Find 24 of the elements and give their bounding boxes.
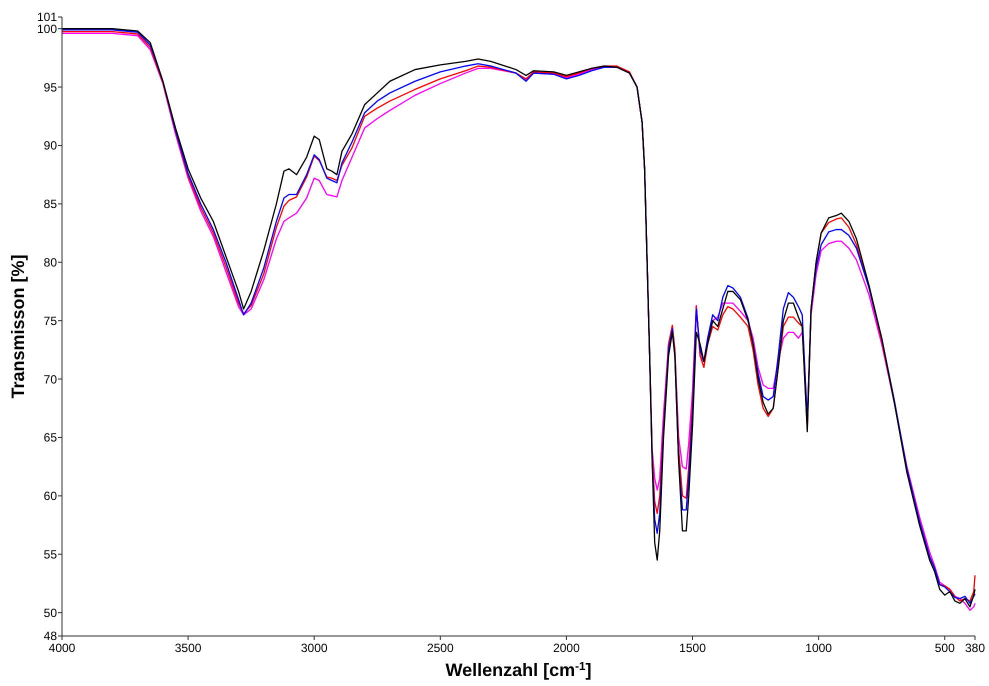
x-tick-label: 3000: [300, 641, 328, 655]
x-tick-label: 2000: [553, 641, 580, 655]
y-tick-label: 50: [44, 606, 58, 620]
x-tick-label: 2500: [426, 641, 454, 655]
x-tick-label: 1500: [679, 641, 706, 655]
y-tick-label: 95: [44, 80, 58, 94]
x-tick-label: 3500: [174, 641, 202, 655]
y-tick-label: 60: [44, 489, 58, 504]
y-tick-label: 65: [44, 430, 58, 445]
y-tick-label: 75: [44, 314, 58, 328]
x-tick-label: 380: [964, 641, 986, 655]
x-tick-label: 1000: [805, 641, 832, 655]
y-tick-label: 100: [36, 22, 58, 36]
y-tick-label: 55: [44, 547, 58, 562]
y-axis-title: Transmisson [%]: [8, 254, 28, 399]
y-tick-label: 101: [36, 10, 58, 24]
y-tick-label: 48: [44, 629, 58, 644]
y-tick-label: 85: [44, 197, 58, 212]
x-axis-title: Wellenzahl [cm$^{-1}$]: [445, 660, 592, 680]
x-tick-label: 4000: [48, 641, 76, 655]
x-tick-label: 500: [934, 641, 956, 655]
y-tick-label: 70: [44, 372, 58, 386]
y-tick-label: 80: [44, 255, 58, 270]
y-tick-label: 90: [44, 138, 58, 153]
